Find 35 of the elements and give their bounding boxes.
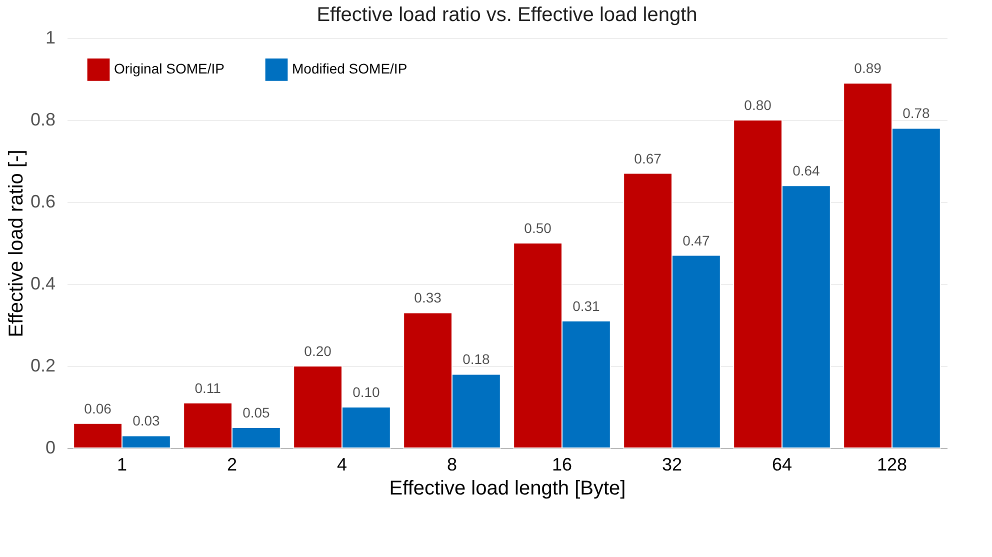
y-tick-label: 0.2 (30, 356, 56, 376)
data-label: 0.18 (462, 351, 490, 368)
x-axis-title: Effective load length [Byte] (389, 478, 626, 500)
data-label: 0.11 (194, 380, 222, 396)
data-label: 0.20 (304, 343, 332, 359)
x-tick-label: 4 (336, 454, 348, 474)
x-tick-label: 1 (116, 454, 128, 474)
data-label: 0.33 (414, 290, 442, 306)
chart-title: Effective load ratio vs. Effective load length (316, 4, 698, 26)
data-label: 0.47 (682, 232, 710, 248)
data-label: 0.03 (132, 412, 160, 429)
x-tick-label: 2 (226, 454, 238, 474)
x-tick-label: 8 (446, 454, 458, 474)
y-tick-label: 0 (45, 438, 56, 458)
y-tick-label: 0.8 (30, 110, 56, 130)
y-tick-label: 1 (45, 28, 56, 48)
data-label: 0.31 (572, 298, 600, 314)
data-label: 0.80 (744, 97, 772, 113)
data-label: 0.50 (524, 220, 552, 236)
data-label: 0.78 (902, 105, 930, 122)
x-tick-label: 64 (772, 454, 792, 474)
legend-label: Original SOME/IP (114, 60, 224, 77)
x-tick-label: 16 (552, 454, 572, 474)
data-label: 0.06 (84, 400, 112, 416)
x-tick-label: 128 (876, 454, 908, 474)
data-label: 0.67 (634, 150, 662, 166)
y-tick-label: 0.6 (30, 192, 56, 212)
data-label: 0.89 (854, 60, 882, 76)
legend-label: Modified SOME/IP (292, 60, 408, 77)
y-tick-label: 0.4 (30, 274, 56, 294)
data-label: 0.64 (792, 162, 820, 179)
y-axis-title: Effective load ratio [-] (5, 150, 28, 338)
x-tick-label: 32 (662, 454, 682, 474)
data-label: 0.10 (352, 384, 380, 400)
data-label: 0.05 (242, 404, 270, 420)
